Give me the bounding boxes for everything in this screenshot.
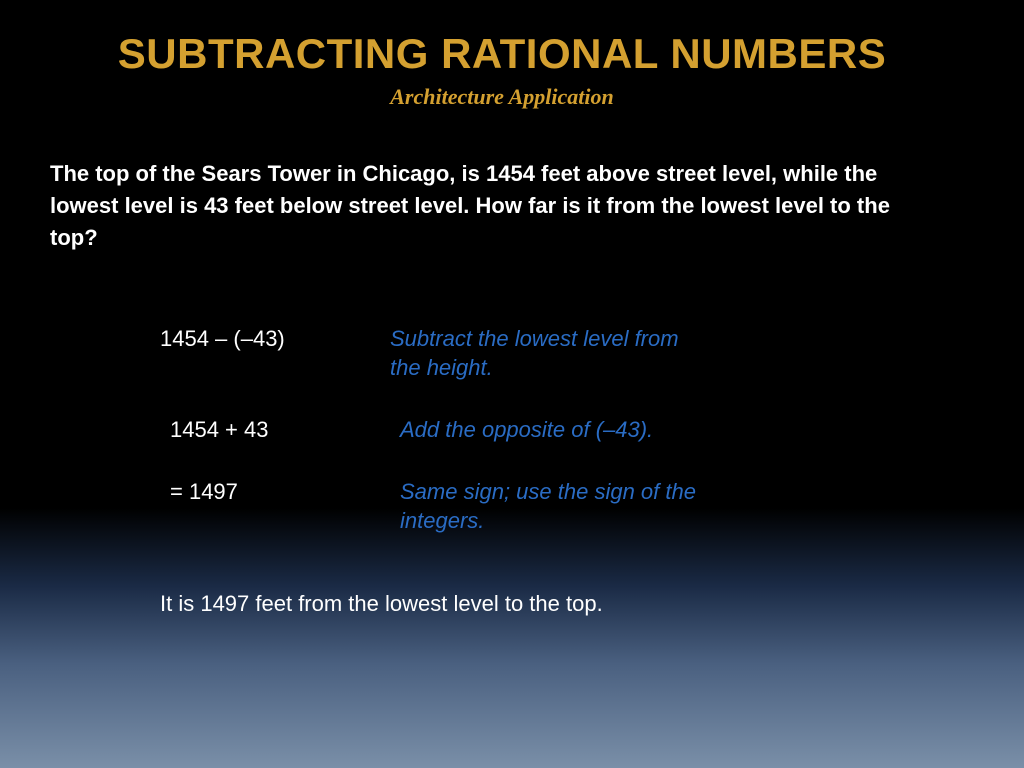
problem-text: The top of the Sears Tower in Chicago, i… [50,158,934,254]
explanation-text: Add the opposite of (–43). [400,415,653,445]
equation-text: 1454 – (–43) [160,324,390,352]
slide-title: SUBTRACTING RATIONAL NUMBERS [70,30,934,78]
equation-text: 1454 + 43 [170,415,400,443]
solution-steps: 1454 – (–43) Subtract the lowest level f… [160,324,934,536]
step-row: 1454 + 43 Add the opposite of (–43). [160,415,934,445]
answer-text: It is 1497 feet from the lowest level to… [160,591,934,617]
equation-text: = 1497 [170,477,400,505]
explanation-text: Same sign; use the sign of the integers. [400,477,720,536]
step-row: 1454 – (–43) Subtract the lowest level f… [160,324,934,383]
explanation-text: Subtract the lowest level from the heigh… [390,324,710,383]
step-row: = 1497 Same sign; use the sign of the in… [160,477,934,536]
slide-subtitle: Architecture Application [70,84,934,110]
slide-content: SUBTRACTING RATIONAL NUMBERS Architectur… [0,0,1024,617]
